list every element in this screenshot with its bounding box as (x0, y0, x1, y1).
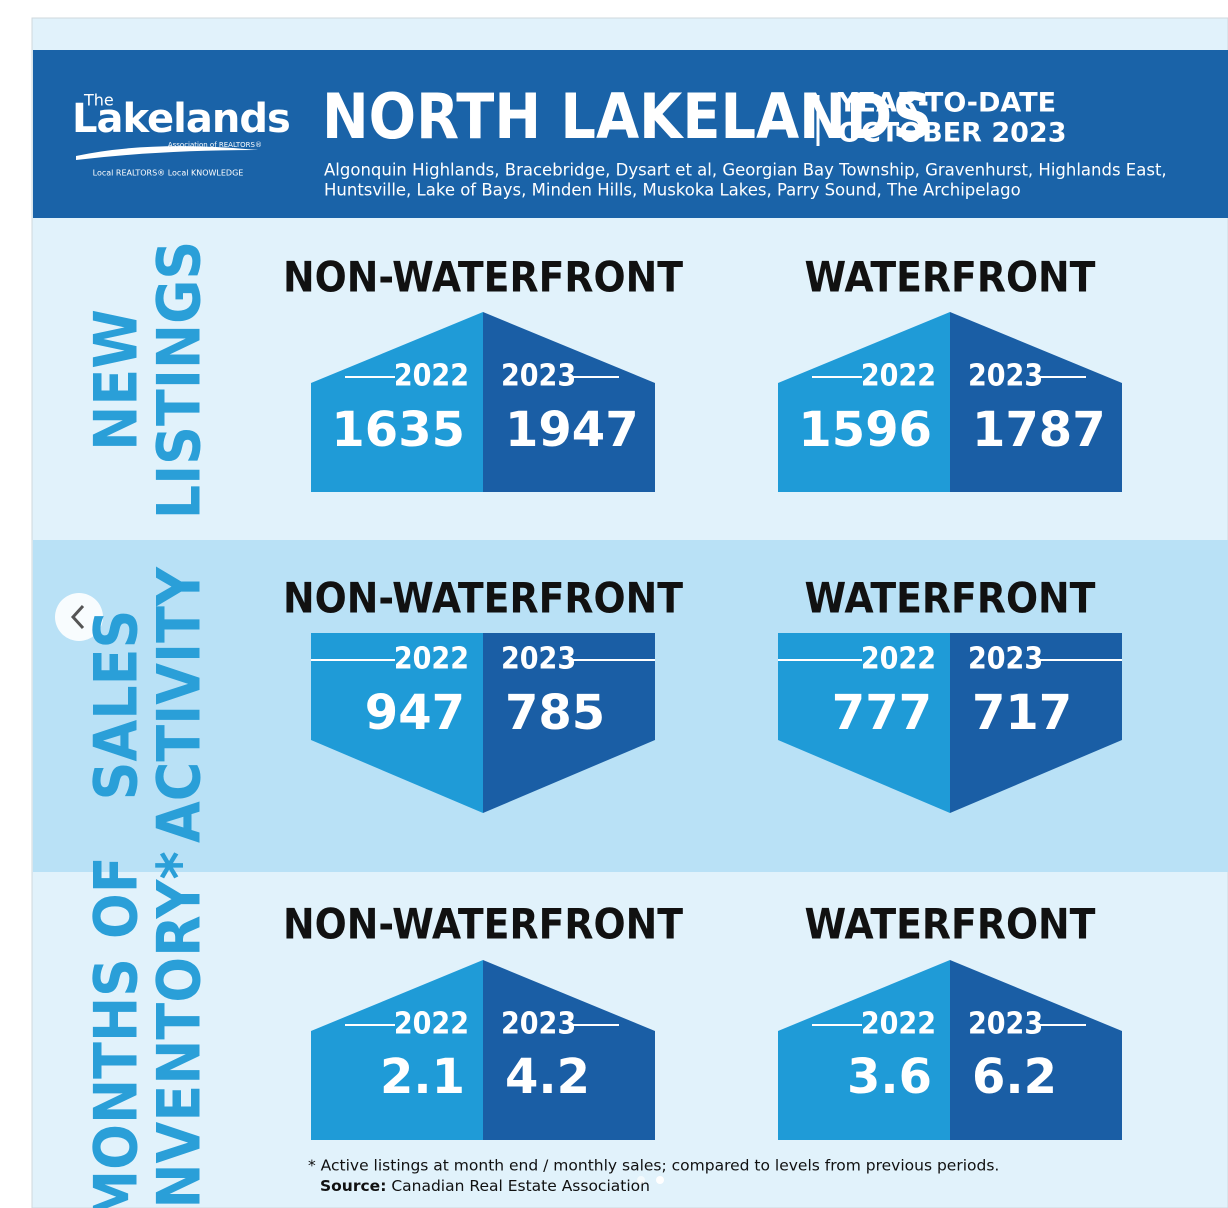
value: 1635 (331, 402, 465, 458)
card-left (778, 312, 950, 492)
year: 2023 (501, 1007, 576, 1042)
logo-wave (76, 146, 258, 160)
prev-button[interactable] (55, 593, 103, 641)
logo-tagline: Local REALTORS® Local KNOWLEDGE (93, 169, 244, 178)
year: 2022 (394, 359, 469, 394)
card-right (483, 633, 655, 813)
logo-the: The (83, 91, 114, 110)
card-heading: WATERFRONT (805, 574, 1096, 623)
card-left (311, 960, 483, 1140)
prev-arrow (70, 604, 85, 630)
card-heading: WATERFRONT (805, 253, 1096, 302)
card-heading: NON-WATERFRONT (283, 574, 683, 623)
value: 2.1 (380, 1049, 465, 1105)
card-left (778, 960, 950, 1140)
year: 2023 (968, 642, 1043, 677)
section-label: INVENTORY* (145, 851, 215, 1208)
logo-name: Lakelands (72, 96, 290, 142)
year: 2023 (501, 642, 576, 677)
card-left (311, 633, 483, 813)
card-heading: NON-WATERFRONT (283, 900, 683, 949)
section-label: MONTHS OF (82, 856, 152, 1208)
value: 1596 (798, 402, 932, 458)
card-right (483, 960, 655, 1140)
title: NORTH LAKELANDS (322, 80, 932, 153)
value: 777 (832, 685, 932, 741)
value: 3.6 (847, 1049, 932, 1105)
value: 1947 (505, 402, 639, 458)
header-band (33, 50, 1228, 218)
card-right (483, 312, 655, 492)
carousel-dot (656, 1176, 664, 1184)
carousel-dot (637, 1176, 645, 1184)
value: 4.2 (505, 1049, 590, 1105)
logo-assoc: Association of REALTORS® (168, 141, 262, 149)
footnote: * Active listings at month end / monthly… (308, 1157, 999, 1175)
year: 2022 (861, 359, 936, 394)
regions: Huntsville, Lake of Bays, Minden Hills, … (324, 181, 1021, 200)
year: 2022 (394, 1007, 469, 1042)
source-label: Source: (320, 1177, 386, 1195)
period: YEAR-TO-DATE (837, 88, 1056, 119)
card-heading: WATERFRONT (805, 900, 1096, 949)
card-right (950, 312, 1122, 492)
card-right (950, 960, 1122, 1140)
card-left (311, 312, 483, 492)
section-label: LISTINGS (145, 241, 215, 520)
year: 2022 (861, 642, 936, 677)
year: 2023 (968, 1007, 1043, 1042)
value: 6.2 (972, 1049, 1057, 1105)
value: 1787 (972, 402, 1106, 458)
carousel-prev[interactable] (55, 593, 103, 641)
value: 717 (972, 685, 1072, 741)
year: 2022 (861, 1007, 936, 1042)
card-left (778, 633, 950, 813)
year: 2023 (501, 359, 576, 394)
card-right (950, 633, 1122, 813)
section-label: ACTIVITY (145, 566, 215, 843)
year: 2022 (394, 642, 469, 677)
value: 947 (365, 685, 465, 741)
source: Source: Canadian Real Estate Association (320, 1177, 650, 1195)
period: OCTOBER 2023 (838, 118, 1067, 149)
regions: Algonquin Highlands, Bracebridge, Dysart… (324, 161, 1167, 180)
section-label: NEW (82, 309, 152, 451)
value: 785 (505, 685, 605, 741)
source-text: Canadian Real Estate Association (391, 1177, 650, 1195)
section-label: SALES (82, 610, 152, 801)
year: 2023 (968, 359, 1043, 394)
card-heading: NON-WATERFRONT (283, 253, 683, 302)
